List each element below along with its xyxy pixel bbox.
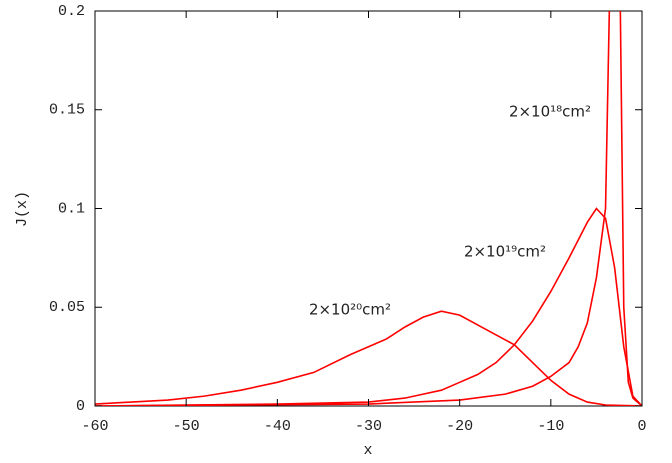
series-annotation: 2×10¹⁸cm² [509, 103, 591, 121]
x-tick-label: -50 [173, 418, 200, 435]
x-tick-label: -10 [537, 418, 564, 435]
x-tick-label: -30 [355, 418, 382, 435]
data-line [95, 11, 642, 406]
y-axis-label: J(x) [14, 191, 31, 227]
x-tick-label: 0 [637, 418, 646, 435]
series-annotation: 2×10²⁰cm² [309, 301, 391, 319]
series-annotation: 2×10¹⁹cm² [464, 243, 546, 261]
x-axis-label: x [363, 442, 372, 458]
x-tick-label: -40 [264, 418, 291, 435]
x-tick-label: -60 [81, 418, 108, 435]
data-line [95, 207, 642, 406]
data-line [95, 310, 642, 406]
x-tick-label: -20 [446, 418, 473, 435]
y-tick-label: 0.2 [58, 3, 85, 20]
y-tick-label: 0.05 [49, 299, 85, 316]
y-tick-label: 0.15 [49, 102, 85, 119]
y-tick-label: 0 [76, 398, 85, 415]
y-tick-label: 0.1 [58, 200, 85, 217]
plot-lines [95, 11, 642, 406]
